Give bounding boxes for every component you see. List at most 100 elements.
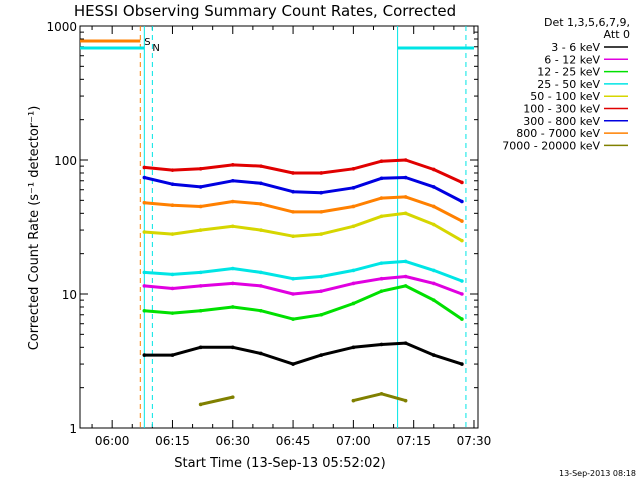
data-point (170, 168, 175, 172)
plot-area: 1 10 100 1000 06:00 06:15 06:30 06:45 07:00 07:15… (46, 20, 491, 448)
data-point (230, 345, 235, 350)
data-point (403, 158, 408, 162)
data-point (170, 286, 175, 291)
data-point (142, 353, 147, 357)
y-tick-label: 1000 (46, 20, 77, 34)
data-point (230, 178, 235, 183)
plot-frame (79, 25, 479, 429)
data-point (198, 270, 203, 275)
data-point (170, 272, 175, 277)
data-point (460, 292, 464, 296)
data-point (230, 395, 235, 399)
legend-entry-label: 100 - 300 keV (523, 103, 600, 116)
data-point (142, 230, 147, 234)
y-tick-label: 1 (69, 422, 77, 436)
data-point (403, 341, 408, 345)
data-point (351, 268, 356, 273)
data-point (460, 362, 464, 366)
data-point (259, 228, 263, 232)
data-point (230, 305, 235, 309)
series-line (144, 341, 463, 366)
data-point (170, 203, 175, 207)
y-tick-label: 10 (62, 288, 77, 302)
x-tick-label: 07:30 (457, 434, 492, 448)
series-line (144, 259, 463, 283)
data-point (198, 308, 203, 313)
data-point (431, 185, 436, 189)
legend-entry-label: 7000 - 20000 keV (502, 139, 600, 152)
data-point (319, 171, 324, 175)
legend-entry-label: 50 - 100 keV (530, 90, 600, 103)
data-point (379, 159, 384, 163)
data-point (319, 312, 324, 317)
data-point (431, 281, 436, 286)
data-point (431, 204, 436, 209)
x-tick-label: 06:30 (215, 434, 250, 448)
data-point (291, 317, 295, 321)
x-tick-label: 06:00 (95, 434, 130, 448)
data-point (170, 311, 175, 315)
data-point (170, 232, 175, 236)
legend-entry-label: 300 - 800 keV (523, 115, 600, 128)
data-point (198, 185, 203, 189)
data-point (198, 402, 203, 407)
data-point (403, 259, 408, 264)
x-tick-label: 06:45 (276, 434, 311, 448)
legend-entry-label: 12 - 25 keV (537, 66, 600, 79)
data-point (291, 210, 295, 214)
x-axis-label: Start Time (13-Sep-13 05:52:02) (174, 456, 385, 471)
data-point (142, 308, 147, 313)
data-point (460, 199, 464, 204)
legend-entry-label: 800 - 7000 keV (516, 127, 600, 140)
data-point (460, 238, 464, 243)
data-point (230, 281, 235, 286)
legend-header-line2: Att 0 (604, 28, 630, 41)
data-point (259, 351, 263, 356)
data-point (460, 219, 464, 223)
series-line (144, 195, 463, 223)
data-point (460, 180, 464, 185)
data-point (198, 204, 203, 209)
flag-label-N: N (152, 43, 159, 54)
legend-entry-label: 25 - 50 keV (537, 78, 600, 91)
data-point (170, 182, 175, 186)
data-point (291, 292, 295, 296)
data-point (379, 214, 384, 219)
data-point (142, 165, 147, 170)
data-point (259, 308, 263, 313)
legend-header-line1: Det 1,3,5,6,7,9, (544, 16, 630, 29)
x-tick-label: 07:15 (396, 434, 431, 448)
data-point (319, 190, 324, 195)
chart-title: HESSI Observing Summary Count Rates, Cor… (74, 2, 456, 20)
data-point (198, 284, 203, 288)
data-point (379, 196, 384, 200)
data-point (431, 222, 436, 227)
data-point (379, 342, 384, 347)
data-point (170, 353, 175, 357)
series-line (144, 284, 463, 321)
data-point (431, 298, 436, 302)
data-point (351, 345, 356, 350)
data-point (291, 362, 295, 366)
generated-timestamp: 13-Sep-2013 08:18 (559, 469, 636, 478)
data-point (230, 224, 235, 229)
data-point (142, 270, 147, 275)
data-point (142, 200, 147, 205)
data-point (198, 345, 203, 350)
data-point (379, 289, 384, 293)
data-point (319, 353, 324, 357)
data-point (291, 189, 295, 194)
series-line (144, 211, 463, 242)
series-line (144, 275, 463, 296)
series-line (144, 158, 463, 184)
data-point (291, 234, 295, 238)
data-point (403, 284, 408, 288)
data-point (142, 284, 147, 288)
y-tick-label: 100 (54, 154, 77, 168)
data-point (291, 171, 295, 175)
data-point (431, 353, 436, 357)
data-point (259, 270, 263, 275)
data-point (230, 266, 235, 271)
data-point (403, 398, 408, 403)
